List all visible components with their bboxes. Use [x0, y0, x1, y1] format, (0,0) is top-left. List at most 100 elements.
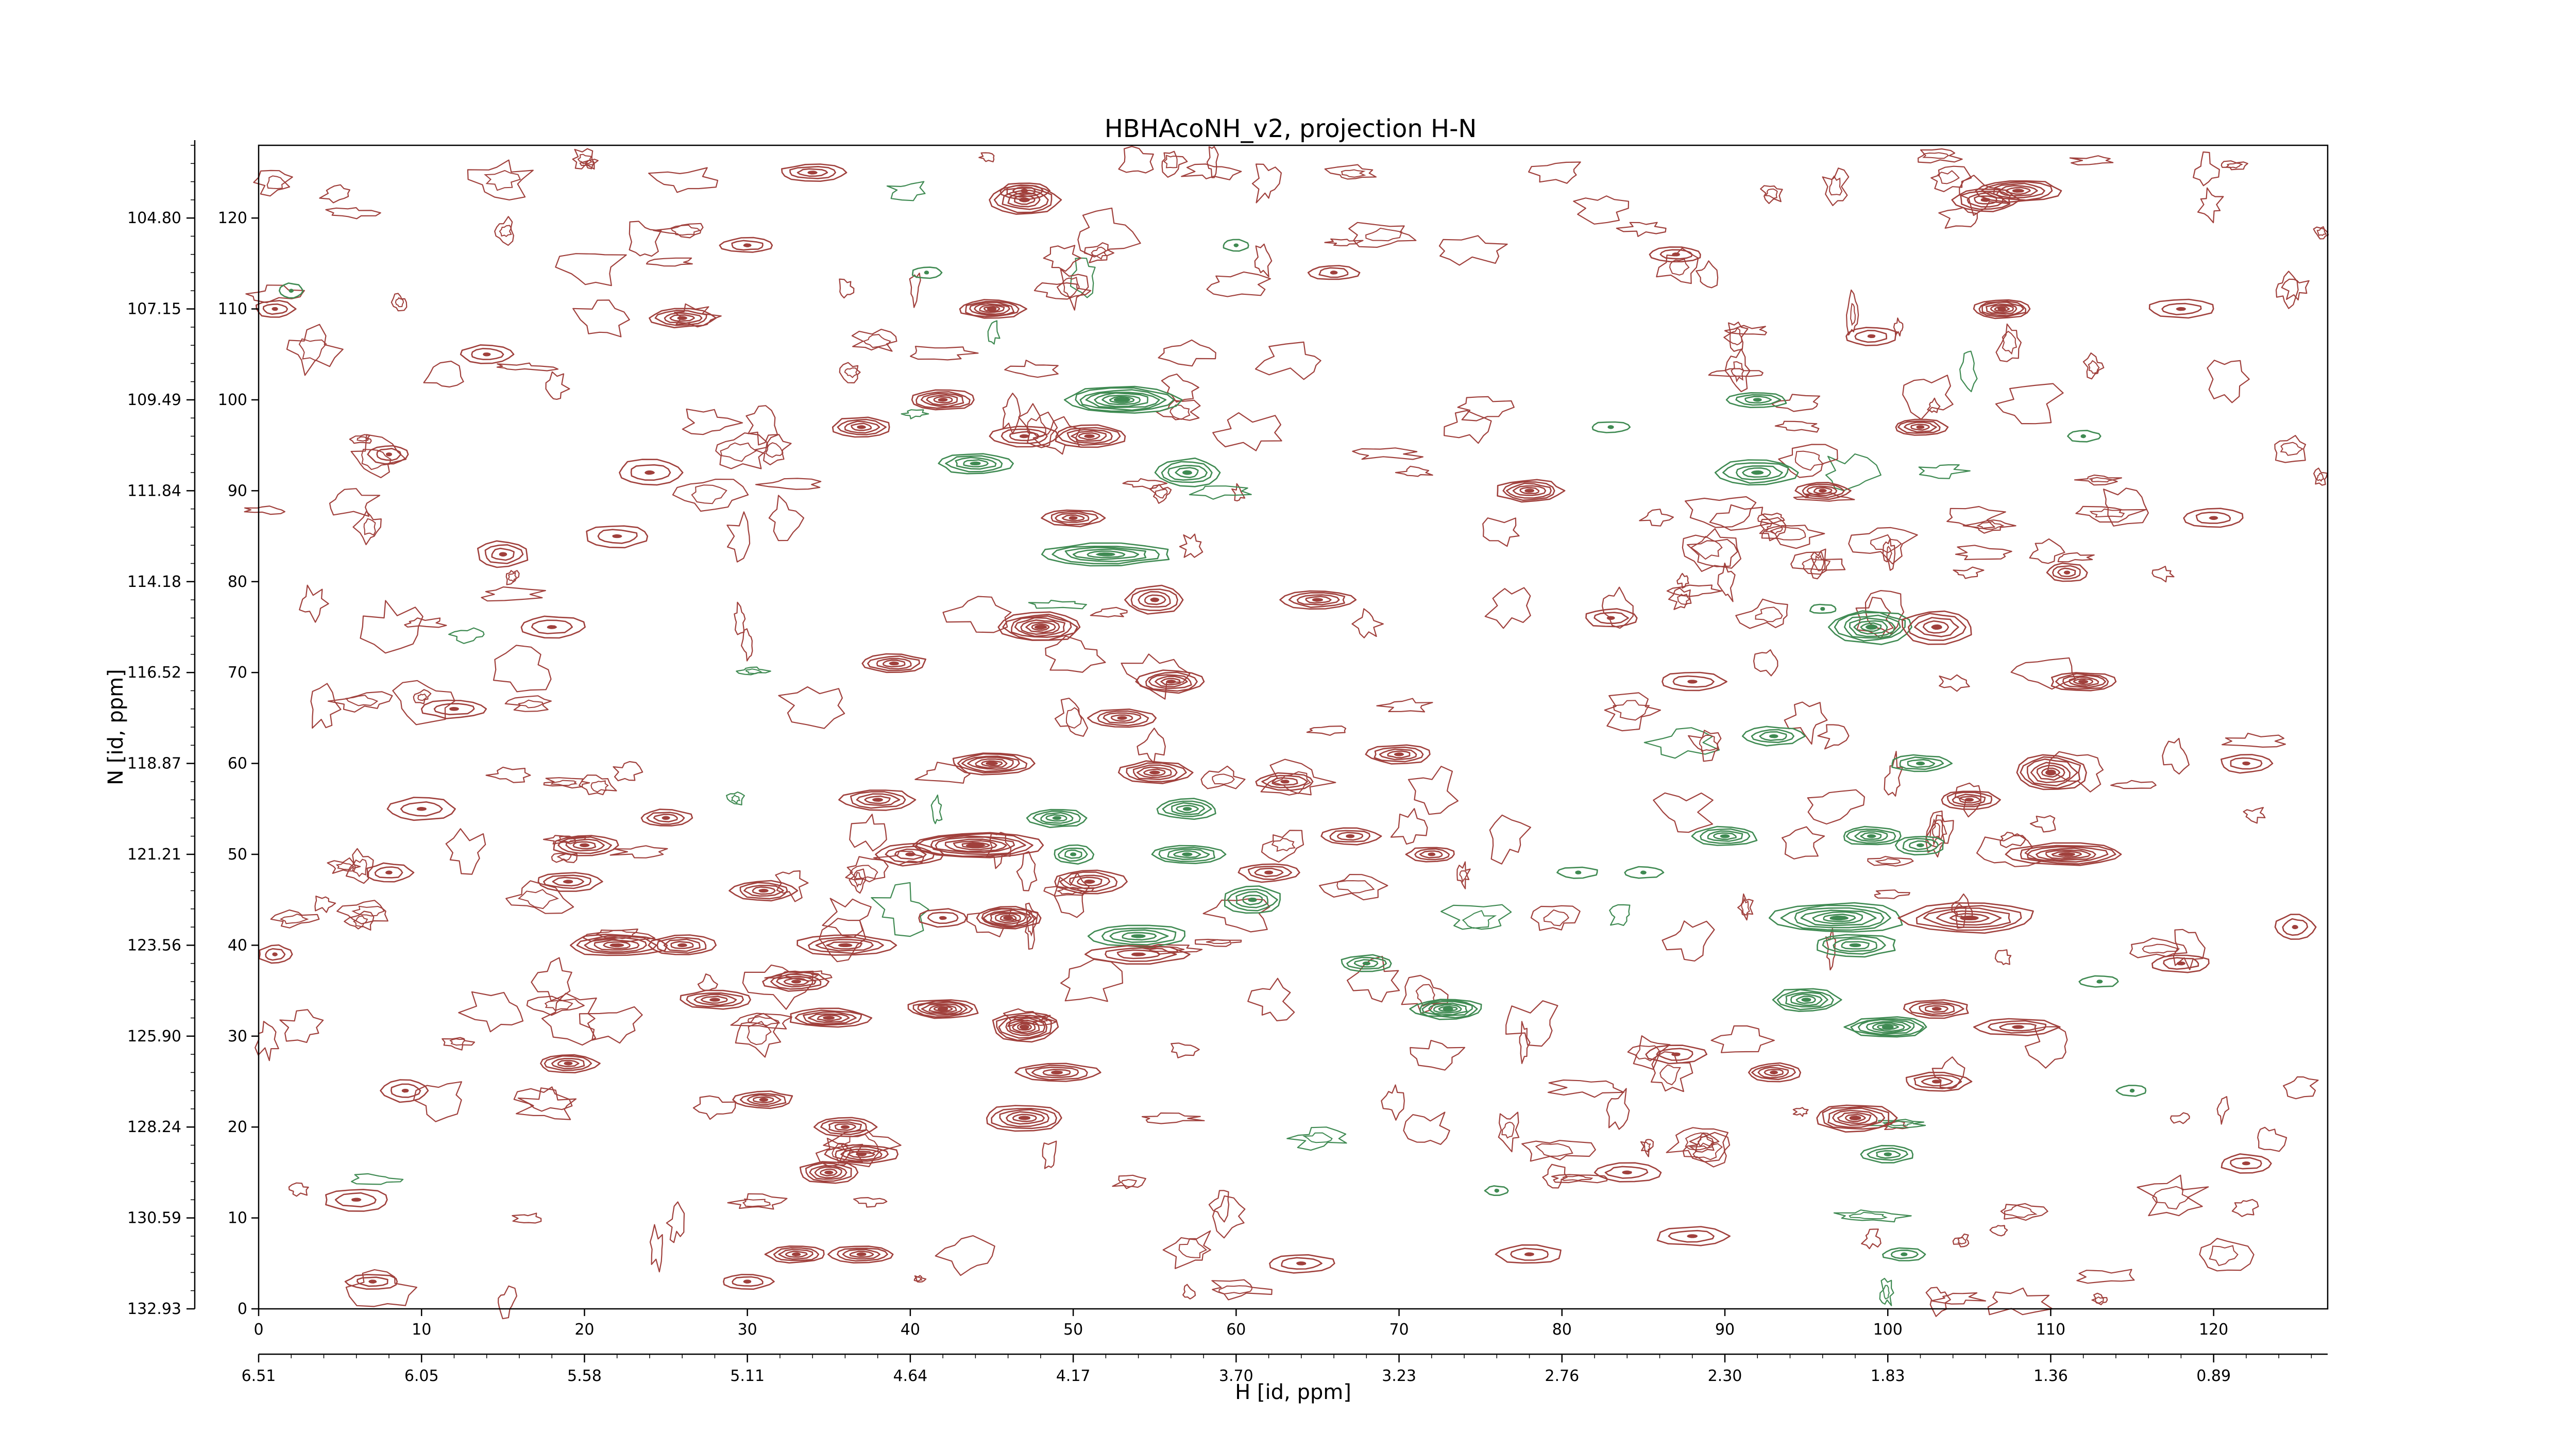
contour-ring — [820, 1168, 838, 1176]
negative-peak — [1772, 988, 1842, 1012]
peak-core — [1916, 843, 1925, 848]
contour-ring — [1130, 588, 1178, 611]
contour-ring — [743, 885, 784, 897]
positive-peak — [764, 1245, 825, 1264]
peak-core — [759, 1098, 769, 1102]
contour-ring — [1238, 863, 1300, 883]
contour-ring — [1899, 756, 1944, 770]
contour-ring — [1973, 299, 2031, 319]
contour-ring — [1126, 762, 1187, 783]
noise-contour — [344, 911, 375, 931]
peak-core — [1019, 197, 1030, 203]
contour-ring — [1876, 1150, 1901, 1159]
contour-ring — [835, 1146, 889, 1162]
positive-peak — [1124, 584, 1184, 615]
contour-ring — [837, 418, 887, 435]
x-ppm-tick-label: 4.64 — [893, 1367, 927, 1385]
y-index-tick-label: 80 — [228, 573, 247, 591]
noise-contours — [244, 146, 2329, 1320]
contour-ring — [999, 915, 1017, 921]
noise-contour — [1989, 1225, 2008, 1237]
contour-ring — [570, 933, 668, 956]
contour-ring — [820, 1119, 867, 1135]
noise-contour — [1341, 169, 1366, 178]
noise-contour — [840, 1134, 879, 1154]
noise-contour — [1208, 1190, 1230, 1223]
noise-contour — [1043, 245, 1082, 272]
noise-contour — [1121, 1178, 1138, 1187]
peak-core — [416, 806, 427, 811]
contour-ring — [967, 756, 1014, 770]
noise-contour — [1849, 1211, 1888, 1220]
noise-contour — [1045, 635, 1106, 673]
peak-core — [889, 661, 899, 666]
peak-core — [499, 552, 507, 557]
noise-contour — [458, 991, 524, 1033]
contour-ring — [1171, 802, 1206, 815]
positive-peak — [789, 1007, 873, 1028]
noise-contour — [2316, 473, 2325, 482]
contour-ring — [1780, 904, 1891, 931]
contour-ring — [603, 941, 631, 949]
noise-contour — [2274, 435, 2307, 463]
contour-ring — [911, 266, 943, 279]
contour-ring — [997, 611, 1081, 641]
noise-contour — [692, 1095, 736, 1120]
positive-peak — [861, 653, 926, 673]
noise-contour — [442, 1037, 476, 1051]
peak-core — [1829, 915, 1849, 921]
peak-core — [1117, 716, 1128, 720]
noise-contour — [1995, 383, 2064, 425]
contour-ring — [953, 840, 997, 850]
noise-contour — [1955, 782, 1981, 818]
peak-core — [289, 289, 294, 293]
positive-peak — [1662, 671, 1727, 692]
noise-contour — [485, 766, 531, 783]
contour-ring — [1897, 420, 1941, 434]
peak-core — [1113, 397, 1131, 402]
contour-ring — [1254, 867, 1284, 878]
positive-peak — [1365, 744, 1431, 765]
contour-ring — [938, 453, 1014, 475]
y-index-tick-label: 10 — [228, 1209, 247, 1227]
x-index-tick-label: 50 — [1063, 1321, 1083, 1339]
contour-ring — [739, 1093, 787, 1107]
noise-contour — [935, 1235, 995, 1276]
noise-contour — [1882, 1121, 1914, 1126]
contour-ring — [520, 615, 586, 639]
peak-core — [924, 271, 929, 275]
noise-contour — [417, 693, 427, 701]
contour-ring — [814, 1166, 842, 1178]
plot-frame — [258, 144, 2329, 1310]
y-index-tick-label: 20 — [228, 1118, 247, 1136]
positive-peak — [1895, 418, 1949, 436]
noise-contour — [1867, 856, 1914, 867]
noise-contour — [734, 601, 746, 635]
noise-contour — [853, 1197, 888, 1208]
contour-ring — [1656, 1048, 1693, 1061]
contour-ring — [875, 843, 944, 867]
noise-contour — [1090, 606, 1128, 618]
peak-core — [612, 534, 622, 538]
contour-ring — [867, 655, 920, 671]
contour-ring — [1055, 512, 1090, 523]
contour-ring — [1320, 827, 1382, 846]
positive-peak — [1279, 590, 1357, 610]
contour-ring — [1495, 1244, 1562, 1264]
contour-ring — [1854, 330, 1887, 343]
peak-core — [1801, 998, 1811, 1002]
noise-contour — [1601, 586, 1634, 629]
contour-ring — [1645, 1044, 1707, 1065]
contour-ring — [1020, 619, 1060, 635]
contour-ring — [1318, 267, 1349, 278]
contour-ring — [957, 753, 1028, 774]
noise-contour — [1170, 404, 1191, 420]
noise-contour — [1091, 246, 1108, 260]
noise-contour — [2029, 538, 2065, 564]
noise-contour — [726, 511, 751, 563]
y-ppm-tick-label: 121.21 — [127, 846, 181, 864]
peak-core — [1884, 1152, 1892, 1156]
peak-core — [1751, 470, 1764, 475]
contour-ring — [2030, 762, 2071, 783]
contour-ring — [752, 1096, 774, 1103]
